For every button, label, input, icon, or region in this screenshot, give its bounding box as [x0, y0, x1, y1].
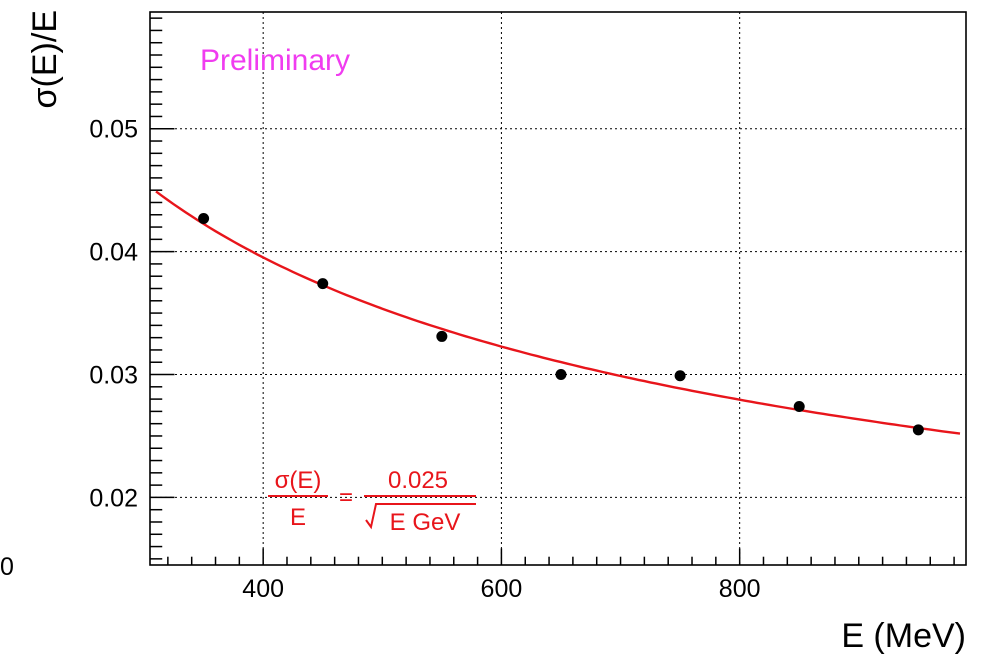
x-tick-label: 800 — [719, 575, 761, 603]
grid — [150, 12, 966, 565]
formula-equals: = — [339, 484, 353, 511]
data-point — [317, 278, 329, 290]
data-point — [198, 212, 210, 224]
y-tick-label: 0.02 — [89, 484, 138, 512]
data-point — [436, 330, 448, 342]
clipped-tick-label: 0 — [0, 553, 14, 581]
formula-lhs-numerator: σ(E) — [275, 467, 322, 494]
x-axis-title: E (MeV) — [841, 617, 966, 654]
formula-rhs-numerator: 0.025 — [388, 467, 448, 494]
plot-frame — [149, 11, 967, 566]
data-point — [555, 369, 567, 381]
x-tick-label: 400 — [242, 575, 284, 603]
data-points — [198, 212, 924, 436]
formula-lhs-denominator: E — [290, 504, 306, 531]
axis-ticks — [150, 17, 955, 565]
y-axis-title: σ(E)/E — [26, 10, 64, 108]
x-tick-labels: 400 600 800 — [242, 575, 760, 603]
formula-rhs-denominator: E GeV — [390, 509, 461, 536]
fit-formula: σ(E) E = 0.025 E GeV — [268, 467, 476, 536]
fit-curve — [155, 190, 961, 435]
y-tick-label: 0.05 — [89, 116, 138, 144]
x-tick-label: 600 — [481, 575, 523, 603]
sqrt-sign — [365, 503, 476, 530]
data-point — [793, 400, 805, 412]
data-point — [674, 370, 686, 382]
y-tick-label: 0.04 — [89, 239, 138, 267]
data-point — [912, 424, 924, 436]
y-tick-labels: 0.02 0.03 0.04 0.05 — [89, 116, 138, 513]
preliminary-label: Preliminary — [200, 44, 350, 77]
y-tick-label: 0.03 — [89, 362, 138, 390]
